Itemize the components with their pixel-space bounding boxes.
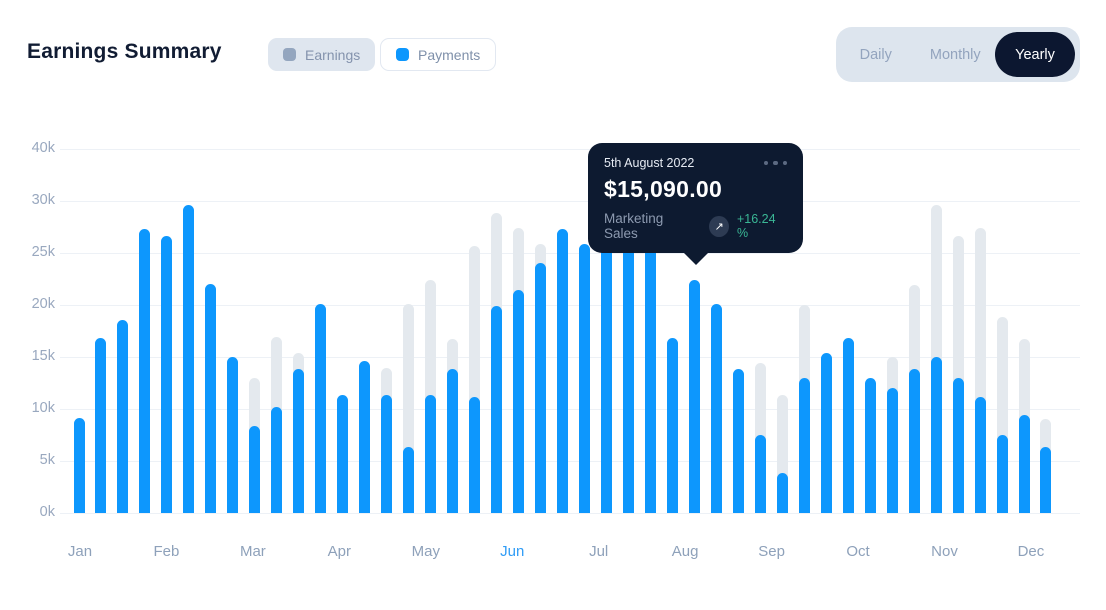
y-axis-tick: 40k: [31, 140, 55, 156]
payments-bar[interactable]: [205, 284, 217, 513]
payments-bar[interactable]: [776, 473, 788, 513]
payments-bar[interactable]: [622, 237, 634, 513]
tooltip-amount: $15,090.00: [604, 176, 723, 202]
payments-bar[interactable]: [403, 447, 415, 513]
payments-bar[interactable]: [908, 369, 920, 513]
payments-bar[interactable]: [271, 406, 283, 513]
tooltip-date: 5th August 2022: [604, 156, 695, 170]
tab-monthly[interactable]: Monthly: [916, 47, 996, 63]
payments-bar[interactable]: [864, 377, 876, 513]
x-axis-month-mar[interactable]: Mar: [239, 543, 266, 560]
legend-payments-label: Payments: [418, 46, 481, 63]
payments-bar[interactable]: [952, 377, 964, 513]
earnings-bar[interactable]: [469, 245, 481, 513]
range-tab-group: Daily Monthly Yearly: [836, 27, 1080, 82]
payments-bar[interactable]: [469, 396, 481, 513]
payments-bar[interactable]: [600, 242, 612, 513]
payments-bar[interactable]: [930, 357, 942, 513]
payments-bar[interactable]: [688, 280, 700, 513]
payments-bar[interactable]: [337, 395, 349, 513]
payments-bar[interactable]: [1018, 415, 1030, 513]
payments-bar[interactable]: [1040, 447, 1052, 513]
y-axis-tick: 15k: [31, 348, 55, 364]
x-axis-month-jul[interactable]: Jul: [589, 543, 609, 560]
payments-bar[interactable]: [974, 396, 986, 513]
y-axis-tick: 5k: [39, 452, 55, 468]
payments-bar[interactable]: [293, 369, 305, 513]
payments-bar[interactable]: [513, 290, 525, 513]
x-axis-month-apr[interactable]: Apr: [327, 543, 352, 560]
y-axis-tick: 10k: [31, 400, 55, 416]
payments-bar[interactable]: [161, 236, 173, 513]
gridline: [60, 305, 1080, 306]
legend-earnings-toggle[interactable]: Earnings: [268, 38, 376, 71]
earnings-swatch-icon: [283, 48, 296, 61]
gridline: [60, 409, 1080, 410]
tooltip-change: +16.24 %: [736, 212, 776, 240]
gridline: [60, 357, 1080, 358]
three-dots-menu-icon[interactable]: [763, 160, 787, 166]
payments-bar[interactable]: [139, 229, 151, 513]
payments-bar[interactable]: [315, 303, 327, 513]
earnings-bar[interactable]: [403, 303, 415, 513]
x-axis-month-may[interactable]: May: [411, 543, 440, 560]
gridline: [60, 253, 1080, 254]
payments-bar[interactable]: [73, 418, 85, 513]
payments-bar[interactable]: [117, 319, 129, 513]
gridline: [60, 201, 1080, 202]
payments-bar[interactable]: [183, 205, 195, 513]
payments-bar[interactable]: [359, 361, 371, 513]
payments-bar[interactable]: [798, 377, 810, 513]
payments-bar[interactable]: [425, 395, 437, 513]
payments-bar[interactable]: [644, 247, 656, 513]
tab-yearly[interactable]: Yearly: [995, 32, 1075, 77]
arrow-up-right-icon: ↗: [709, 215, 729, 237]
x-axis-month-aug[interactable]: Aug: [671, 543, 699, 560]
gridline: [60, 461, 1080, 462]
payments-bar[interactable]: [249, 425, 261, 513]
page-title: Earnings Summary: [27, 40, 222, 63]
payments-bar[interactable]: [95, 338, 107, 513]
tooltip-category: Marketing Sales: [604, 211, 664, 241]
payments-bar[interactable]: [578, 243, 590, 513]
payments-bar[interactable]: [227, 357, 239, 513]
payments-swatch-icon: [396, 48, 409, 61]
payments-bar[interactable]: [842, 338, 854, 513]
tab-daily[interactable]: Daily: [836, 47, 916, 63]
chart-tooltip: 5th August 2022 $15,090.00 Marketing Sal…: [588, 143, 803, 253]
bar-chart-plot: [60, 149, 1080, 514]
earnings-bar[interactable]: [996, 317, 1008, 513]
payments-bar[interactable]: [754, 435, 766, 513]
payments-bar[interactable]: [491, 306, 503, 513]
x-axis-month-nov[interactable]: Nov: [931, 543, 958, 560]
y-axis-tick: 30k: [31, 192, 55, 208]
x-axis-month-feb[interactable]: Feb: [153, 543, 180, 560]
x-axis-month-oct[interactable]: Oct: [846, 543, 870, 560]
earnings-bar[interactable]: [974, 228, 986, 513]
x-axis-month-jan[interactable]: Jan: [67, 543, 93, 560]
payments-bar[interactable]: [666, 338, 678, 513]
x-axis-month-dec[interactable]: Dec: [1017, 543, 1045, 560]
payments-bar[interactable]: [381, 395, 393, 513]
x-axis-month-sep[interactable]: Sep: [758, 543, 785, 560]
earnings-bar[interactable]: [776, 395, 788, 513]
y-axis-tick: 0k: [39, 504, 55, 520]
payments-bar[interactable]: [710, 303, 722, 513]
legend-earnings-label: Earnings: [305, 46, 361, 63]
payments-bar[interactable]: [447, 369, 459, 513]
y-axis-tick: 25k: [31, 244, 55, 260]
gridline: [60, 149, 1080, 150]
x-axis-month-jun[interactable]: Jun: [500, 543, 525, 560]
legend-payments-toggle[interactable]: Payments: [380, 38, 497, 71]
payments-bar[interactable]: [996, 435, 1008, 513]
payments-bar[interactable]: [556, 229, 568, 513]
payments-bar[interactable]: [732, 369, 744, 513]
y-axis-tick: 20k: [31, 296, 55, 312]
gridline: [60, 513, 1080, 514]
payments-bar[interactable]: [535, 263, 547, 513]
earnings-bar[interactable]: [952, 236, 964, 513]
payments-bar[interactable]: [820, 352, 832, 513]
payments-bar[interactable]: [886, 388, 898, 513]
